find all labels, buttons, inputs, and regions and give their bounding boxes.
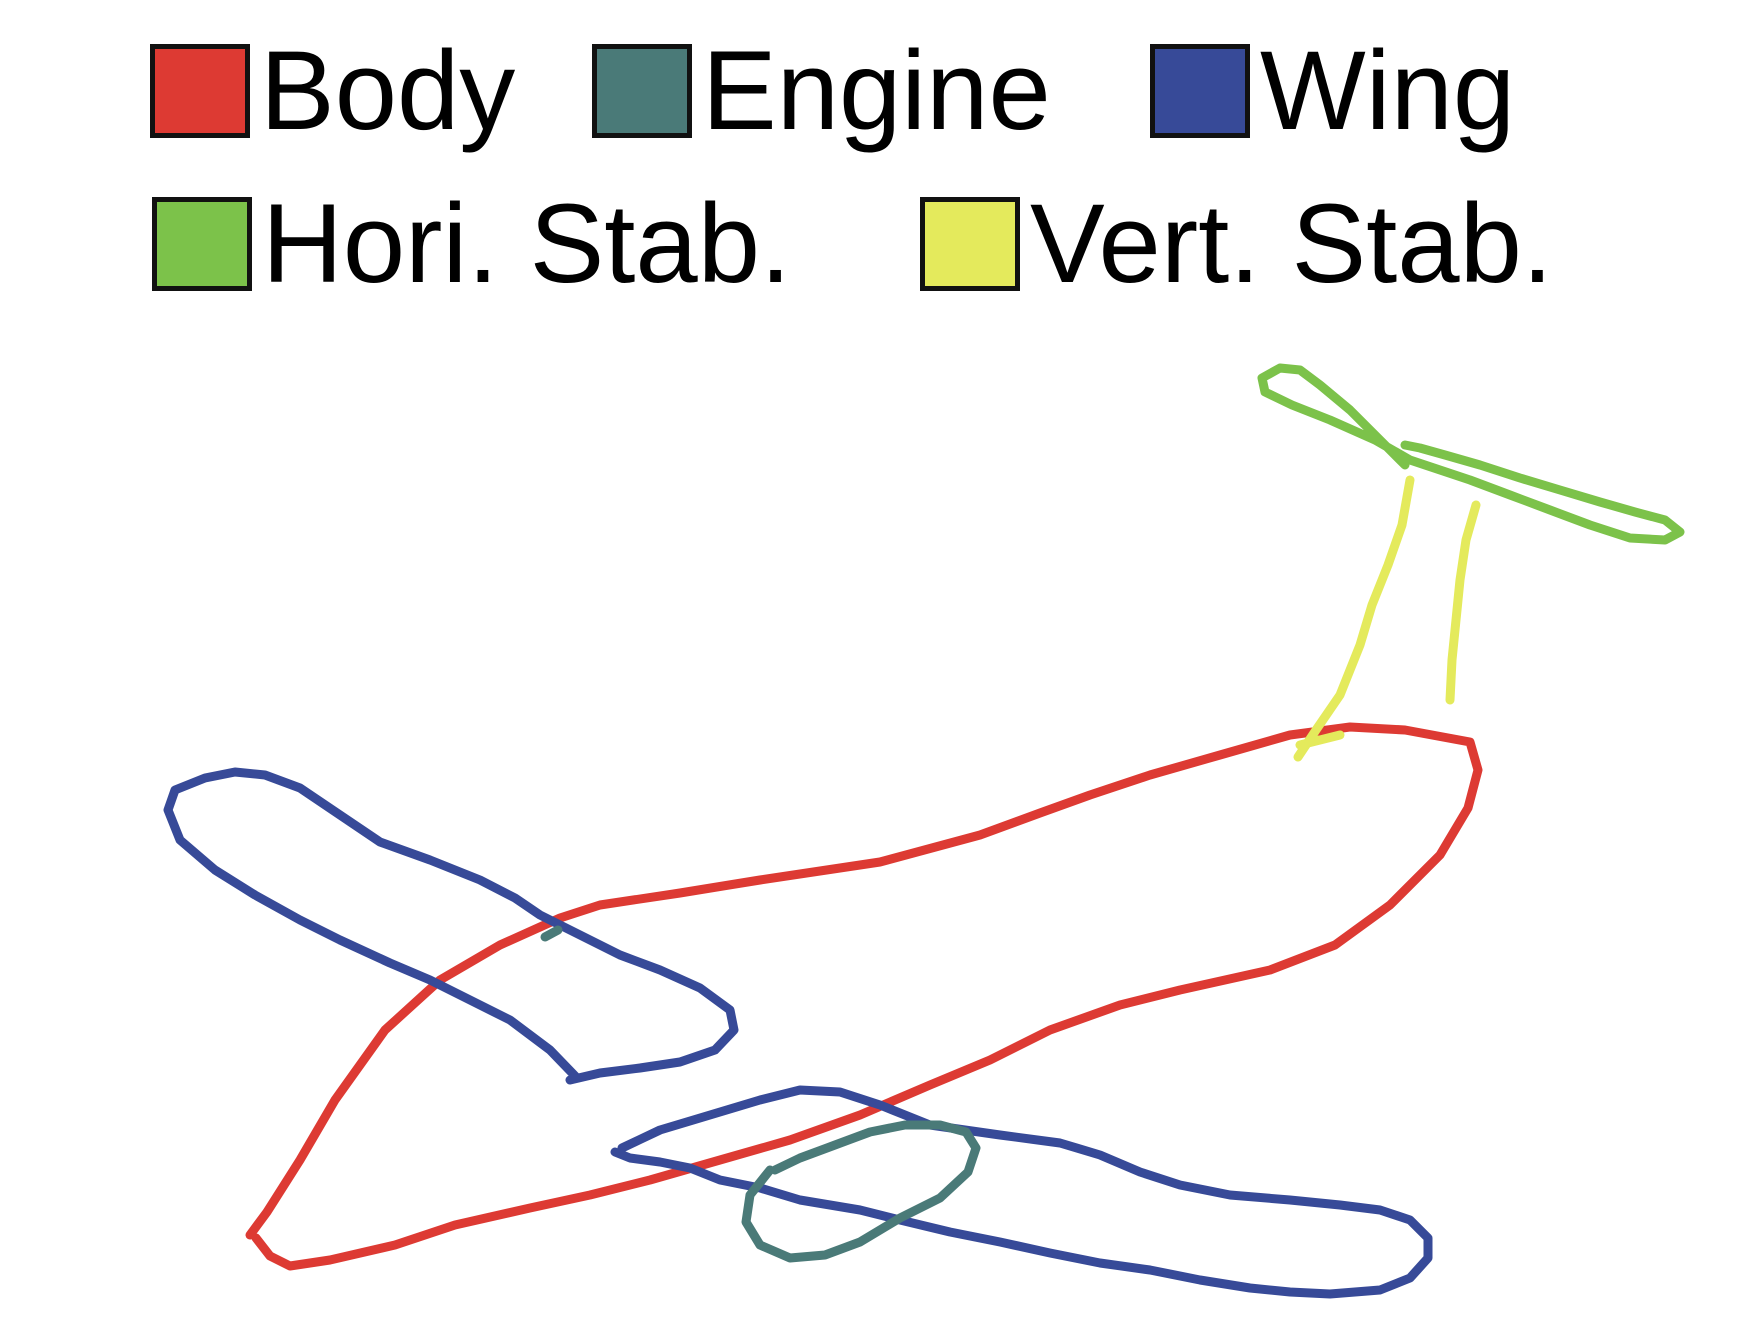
legend-label-wing: Wing (1260, 28, 1516, 153)
vertical-stabilizer-base-stroke (1295, 730, 1345, 750)
legend-label-body: Body (260, 28, 516, 153)
legend: Body Engine Wing Hori. Stab. Vert. Stab. (0, 0, 1740, 320)
legend-label-engine: Engine (702, 28, 1051, 153)
body-stroke (245, 722, 1483, 1271)
vertical-stabilizer-rear-stroke (1445, 500, 1481, 705)
legend-label-hori-stab: Hori. Stab. (262, 181, 792, 306)
engine-stroke (741, 1120, 981, 1263)
legend-item-hori-stab: Hori. Stab. (152, 188, 791, 300)
left-wing-stroke (163, 767, 739, 1085)
legend-item-vert-stab: Vert. Stab. (920, 188, 1553, 300)
legend-swatch-wing (1150, 44, 1250, 138)
engine-mount-stroke (540, 925, 563, 942)
horizontal-stabilizer-stroke (1257, 363, 1685, 545)
legend-item-wing: Wing (1150, 35, 1515, 147)
vertical-stabilizer-stroke (1293, 475, 1415, 762)
legend-swatch-vert-stab (920, 197, 1020, 291)
legend-item-engine: Engine (592, 35, 1051, 147)
legend-item-body: Body (150, 35, 515, 147)
legend-swatch-hori-stab (152, 197, 252, 291)
legend-swatch-body (150, 44, 250, 138)
legend-label-vert-stab: Vert. Stab. (1030, 181, 1553, 306)
right-wing-stroke (610, 1085, 1433, 1299)
legend-swatch-engine (592, 44, 692, 138)
